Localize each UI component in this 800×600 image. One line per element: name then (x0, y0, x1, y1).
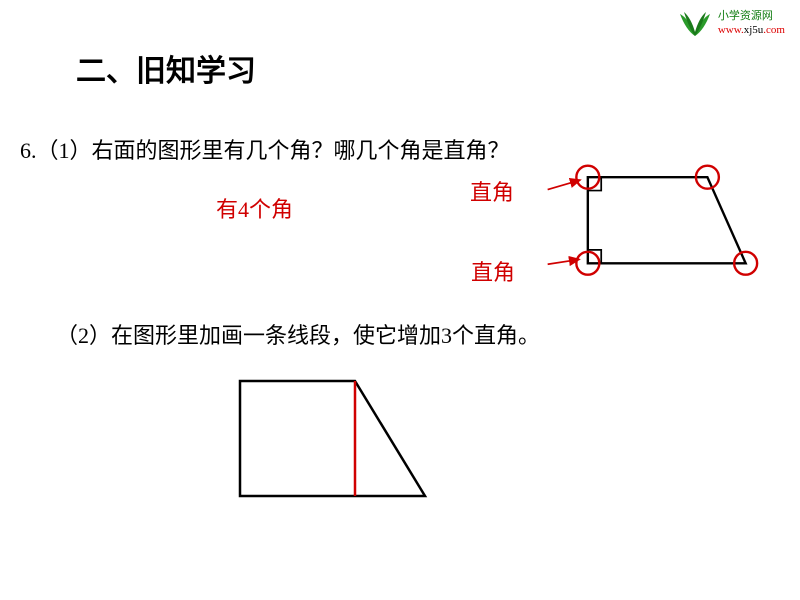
logo-title: 小学资源网 (718, 9, 785, 23)
q2-body: 在图形里加画一条线段，使它增加3个直角。 (111, 323, 540, 348)
part-label-1: （1） (37, 138, 92, 163)
part-label-2: （2） (56, 323, 111, 348)
answer-1: 有4个角 (216, 192, 293, 224)
right-angle-label-top: 直角 (470, 175, 514, 207)
right-angle-label-bottom: 直角 (471, 255, 515, 287)
logo-leaf-icon (676, 8, 714, 38)
logo-url: www.xj5u.com (718, 23, 785, 37)
question-number: 6. (20, 138, 37, 163)
question-1-text: 6.（1）右面的图形里有几个角？哪几个角是直角？ (20, 133, 510, 165)
logo-watermark: 小学资源网 www.xj5u.com (676, 8, 785, 38)
q1-body: 右面的图形里有几个角？哪几个角是直角？ (92, 138, 510, 163)
trapezoid-diagram-1 (540, 160, 760, 290)
section-title: 二、旧知学习 (76, 46, 256, 90)
question-2-text: （2）在图形里加画一条线段，使它增加3个直角。 (56, 318, 540, 350)
logo-text: 小学资源网 www.xj5u.com (718, 9, 785, 38)
trapezoid-diagram-2 (225, 366, 445, 516)
